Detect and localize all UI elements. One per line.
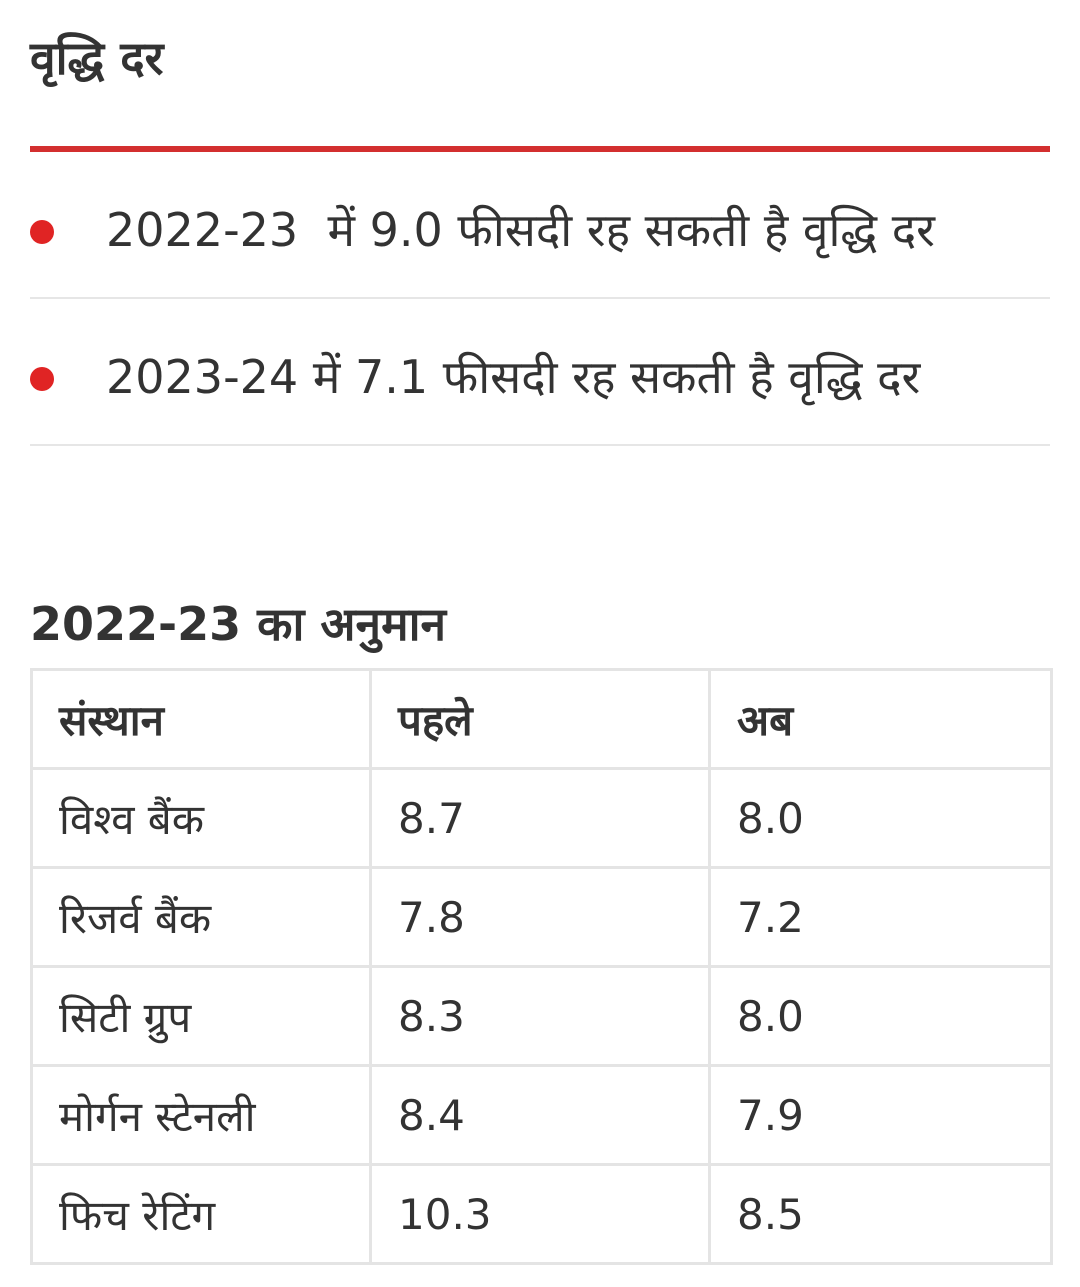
cell-now: 7.2 xyxy=(708,866,1053,968)
cell-before: 10.3 xyxy=(369,1163,711,1265)
cell-institution: रिजर्व बैंक xyxy=(30,866,372,968)
cell-now: 8.0 xyxy=(708,965,1053,1067)
table-row: रिजर्व बैंक 7.8 7.2 xyxy=(30,866,1053,968)
list-item-text: 2022-23 में 9.0 फीसदी रह सकती है वृद्धि … xyxy=(106,203,935,257)
list-item-text: 2023-24 में 7.1 फीसदी रह सकती है वृद्धि … xyxy=(106,350,921,404)
cell-institution: फिच रेटिंग xyxy=(30,1163,372,1265)
column-header-before: पहले xyxy=(369,668,711,770)
estimates-table: संस्थान पहले अब विश्व बैंक 8.7 8.0 रिजर्… xyxy=(30,668,1053,1265)
cell-now: 8.5 xyxy=(708,1163,1053,1265)
cell-before: 8.7 xyxy=(369,767,711,869)
column-header-institution: संस्थान xyxy=(30,668,372,770)
list-item: 2022-23 में 9.0 फीसदी रह सकती है वृद्धि … xyxy=(30,152,1050,299)
cell-institution: मोर्गन स्टेनली xyxy=(30,1064,372,1166)
column-header-now: अब xyxy=(708,668,1053,770)
table-header-row: संस्थान पहले अब xyxy=(30,668,1053,770)
table-row: फिच रेटिंग 10.3 8.5 xyxy=(30,1163,1053,1265)
section-title: वृद्धि दर xyxy=(30,31,164,85)
list-item: 2023-24 में 7.1 फीसदी रह सकती है वृद्धि … xyxy=(30,299,1050,446)
bullet-icon xyxy=(30,367,54,391)
highlights-list: 2022-23 में 9.0 फीसदी रह सकती है वृद्धि … xyxy=(30,152,1050,446)
title-divider xyxy=(30,146,1050,152)
cell-institution: विश्व बैंक xyxy=(30,767,372,869)
cell-before: 7.8 xyxy=(369,866,711,968)
table-row: विश्व बैंक 8.7 8.0 xyxy=(30,767,1053,869)
bullet-icon xyxy=(30,220,54,244)
cell-now: 7.9 xyxy=(708,1064,1053,1166)
table-row: सिटी ग्रुप 8.3 8.0 xyxy=(30,965,1053,1067)
cell-now: 8.0 xyxy=(708,767,1053,869)
table-title: 2022-23 का अनुमान xyxy=(30,597,447,651)
table-row: मोर्गन स्टेनली 8.4 7.9 xyxy=(30,1064,1053,1166)
cell-institution: सिटी ग्रुप xyxy=(30,965,372,1067)
cell-before: 8.3 xyxy=(369,965,711,1067)
cell-before: 8.4 xyxy=(369,1064,711,1166)
